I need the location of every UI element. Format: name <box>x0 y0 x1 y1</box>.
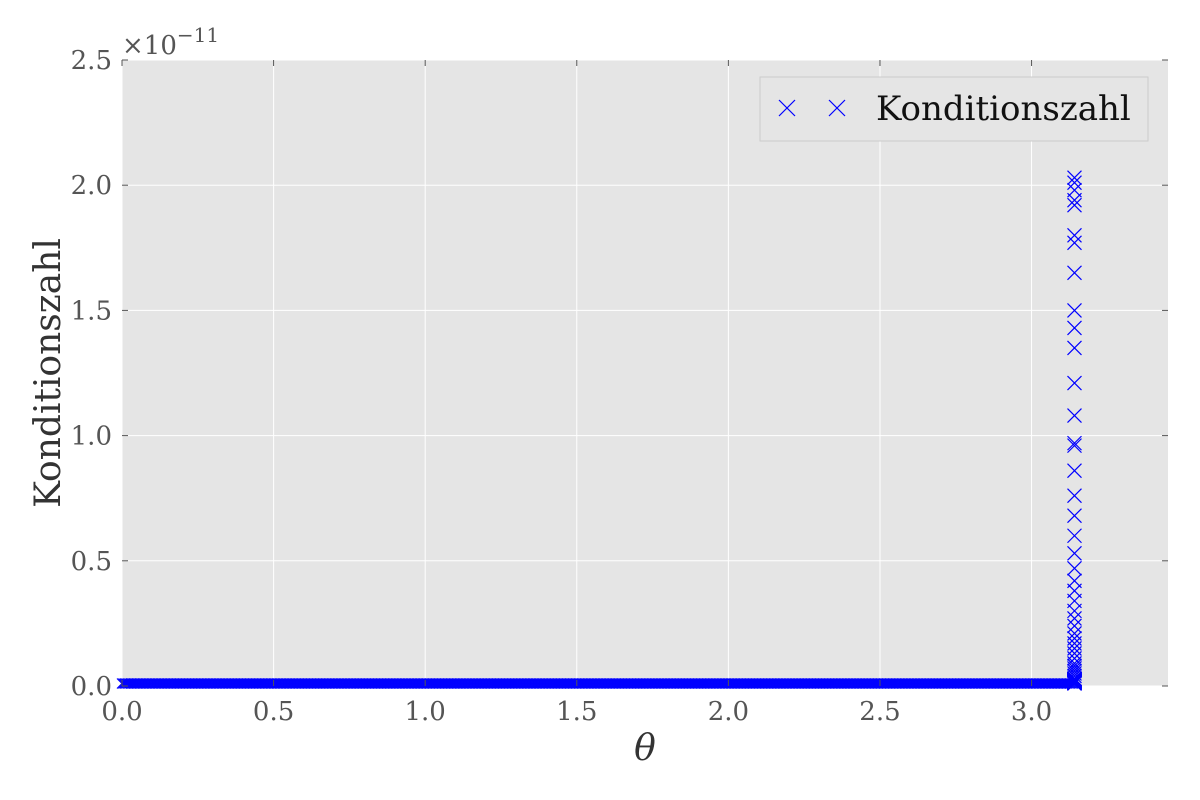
y-axis-label: Konditionszahl <box>28 238 69 508</box>
data-point <box>1067 560 1082 576</box>
data-point <box>1067 175 1082 191</box>
x-axis-ticks: 0.0 0.5 1.0 1.5 2.0 2.5 3.0 <box>101 697 1052 727</box>
legend-label: Konditionszahl <box>876 89 1131 129</box>
x-tick-label: 0.0 <box>101 697 142 727</box>
data-point <box>1067 265 1082 281</box>
data-point <box>1067 375 1082 391</box>
legend-marker <box>778 99 796 117</box>
data-point <box>1067 408 1082 423</box>
data-point <box>1067 488 1082 504</box>
data-point <box>1067 227 1082 243</box>
legend: Konditionszahl <box>759 76 1149 142</box>
y-multiplier-exponent: −11 <box>177 23 219 47</box>
y-tick-label: 1.0 <box>71 422 112 452</box>
data-point <box>1067 603 1082 619</box>
data-point <box>1067 235 1082 251</box>
data-point <box>1067 463 1082 479</box>
data-point <box>1067 528 1082 544</box>
data-point <box>1067 610 1082 626</box>
data-point <box>1067 508 1082 524</box>
data-point <box>1067 320 1082 336</box>
y-tick-label: 2.5 <box>71 46 112 76</box>
data-point <box>1067 618 1082 634</box>
data-point <box>1067 438 1082 454</box>
y-axis-multiplier: ×10−11 <box>122 23 219 61</box>
y-tick-label: 0.0 <box>71 672 112 702</box>
plot-background <box>122 60 1168 686</box>
y-multiplier-base: ×10 <box>122 31 177 61</box>
data-point <box>1067 668 1082 684</box>
x-tick-label: 1.0 <box>405 697 446 727</box>
legend-box <box>759 76 1149 142</box>
grid-lines <box>121 59 1168 687</box>
x-tick-label: 3.0 <box>1011 697 1052 727</box>
data-point <box>1067 197 1082 213</box>
x-tick-label: 2.0 <box>708 697 749 727</box>
x-axis-label: θ <box>634 728 656 769</box>
data-point <box>1067 302 1082 318</box>
data-marks <box>116 170 1082 691</box>
y-tick-label: 0.5 <box>71 547 112 577</box>
y-tick-label: 1.5 <box>71 296 112 326</box>
y-tick-label: 2.0 <box>71 171 112 201</box>
y-axis-ticks: 0.0 0.5 1.0 1.5 2.0 2.5 <box>71 46 112 702</box>
data-point <box>1067 435 1082 451</box>
legend-markers <box>778 99 846 117</box>
baseline-markers <box>116 678 1080 689</box>
legend-marker <box>828 99 846 117</box>
x-tick-label: 2.5 <box>859 697 900 727</box>
axes <box>121 59 1168 687</box>
data-point <box>1067 170 1082 186</box>
data-point <box>1067 340 1082 356</box>
data-point <box>1067 545 1082 561</box>
x-tick-label: 1.5 <box>556 697 597 727</box>
data-point <box>1067 671 1082 687</box>
data-point <box>1067 192 1082 208</box>
x-tick-label: 0.5 <box>253 697 294 727</box>
